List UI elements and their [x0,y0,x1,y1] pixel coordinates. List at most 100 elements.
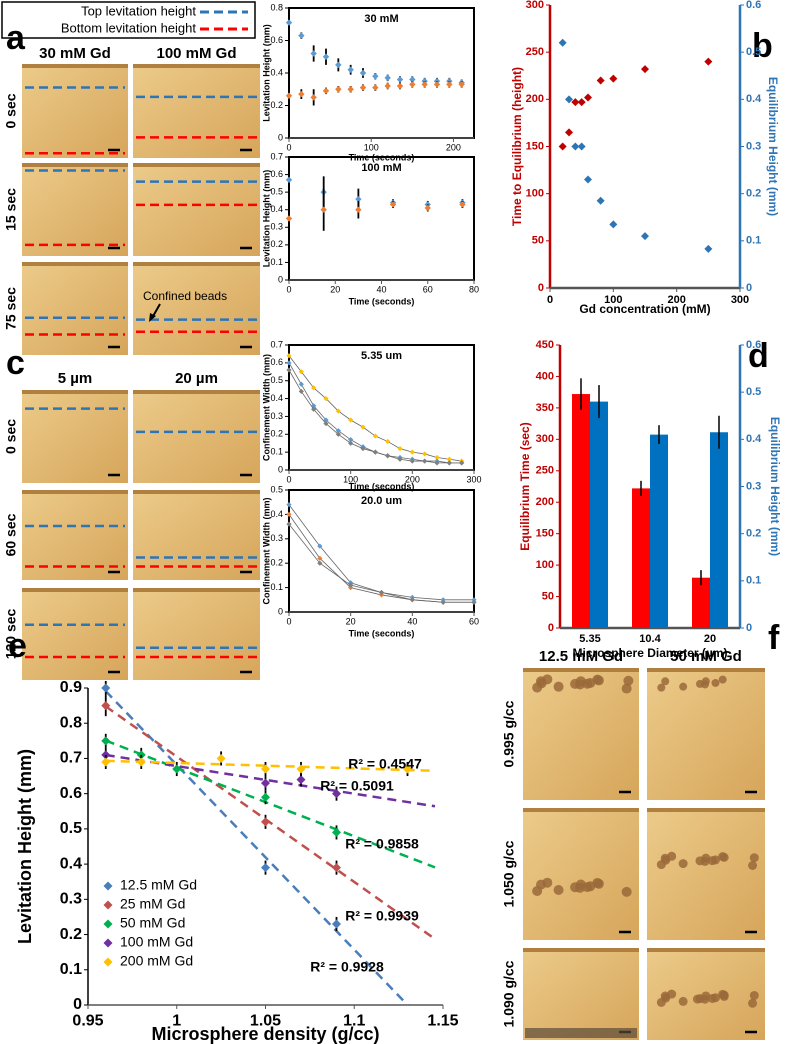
data-point [101,683,111,693]
photo [133,163,260,256]
data-point [458,81,465,88]
x-tick-label: 1.1 [343,1013,365,1030]
photo-edge [133,390,260,394]
data-point [347,66,354,73]
y-tick-label: 200 [526,93,544,105]
photo-edge [133,588,260,592]
photo [523,668,639,800]
y-tick-label: 0 [548,622,554,634]
data-point [311,406,317,412]
y-tick-label: 400 [536,370,554,382]
x-tick-label: 0 [286,284,291,294]
data-point [355,206,362,213]
y-tick-label: 0.6 [270,357,283,367]
data-point [704,244,713,253]
data-point [704,57,713,66]
data-point [335,61,342,69]
y-tick-label: 0.9 [60,679,82,696]
bead [719,991,729,1001]
y2-axis-label: Equilibrium Height (mm) [768,417,782,556]
x-tick-label: 300 [466,474,481,484]
y-tick-label: 0.5 [270,484,283,494]
data-point [317,555,323,561]
row-label: 0.995 g/cc [501,700,517,767]
y-tick-label: 0.6 [60,785,82,802]
bead [582,678,593,689]
data-point [389,201,397,208]
bead [718,675,727,684]
x-tick-label: 40 [376,284,386,294]
trend-line [105,759,436,773]
photo [133,262,260,355]
y-tick-label: 250 [536,465,554,477]
bar [692,577,710,628]
legend-label: Top levitation height [81,3,196,18]
bead [593,878,604,889]
y-tick-label: 0.8 [270,2,283,12]
y-tick-label: 0.7 [60,750,82,767]
legend-label: Bottom levitation height [61,20,197,35]
y-axis-label: Confinement Width (mm) [261,498,271,605]
data-point [565,128,573,137]
legend-marker [103,938,113,948]
legend-label: 200 mM Gd [120,953,193,969]
legend-label: 100 mM Gd [120,934,193,950]
y-tick-label: 0.8 [60,714,82,731]
data-point [286,367,292,373]
data-point [101,736,111,746]
y-tick-label: 0.3 [270,533,283,543]
data-point [285,215,293,222]
data-point [360,445,366,452]
panel-letter: f [768,619,780,657]
fit-line [288,369,462,464]
bead [553,885,564,896]
data-point [322,87,330,95]
bar [710,432,728,628]
data-point [372,73,379,80]
chart-title: 5.35 um [361,350,402,362]
x-axis-label: Time (seconds) [349,628,415,638]
y-tick-label: 0.5 [270,375,283,385]
x-tick-label: 1.05 [250,1013,281,1030]
y-axis-label: Time to Equilibrium (height) [510,67,524,226]
data-point [609,74,618,83]
data-point [596,76,605,85]
y-tick-label: 0.4 [270,67,283,77]
data-point [565,95,573,104]
data-point [372,449,378,455]
x-tick-label: 300 [731,294,749,306]
y-tick-label: 0.4 [60,855,82,872]
bead [532,885,543,896]
data-point [298,381,304,387]
bead [749,853,759,863]
trend-line [105,753,436,808]
y-tick-label: 0.6 [270,169,283,179]
x-tick-label: 200 [446,142,461,152]
x-tick-label: 0 [286,616,291,626]
photo [523,808,639,940]
photo [647,808,765,940]
data-point [261,792,270,802]
data-point [378,589,385,596]
bead [623,675,634,686]
data-point [384,74,391,82]
y2-tick-label: 0.2 [746,188,761,200]
photo [133,390,260,483]
y-tick-label: 150 [536,528,554,540]
panel-letter: c [6,344,25,382]
photo-edge [647,808,765,812]
data-point [584,175,592,184]
data-point [261,778,270,788]
y-tick-label: 50 [542,590,554,602]
bead [701,677,710,686]
data-point [348,582,354,588]
data-point [385,438,391,445]
photo [133,64,260,158]
bead [582,882,593,893]
row-label: 1.090 g/cc [501,960,517,1027]
data-point [403,764,412,774]
x-axis-label: Gd concentration (mM) [579,302,710,316]
data-point [440,599,446,605]
y2-tick-label: 0.5 [746,386,761,398]
bar [590,401,608,628]
